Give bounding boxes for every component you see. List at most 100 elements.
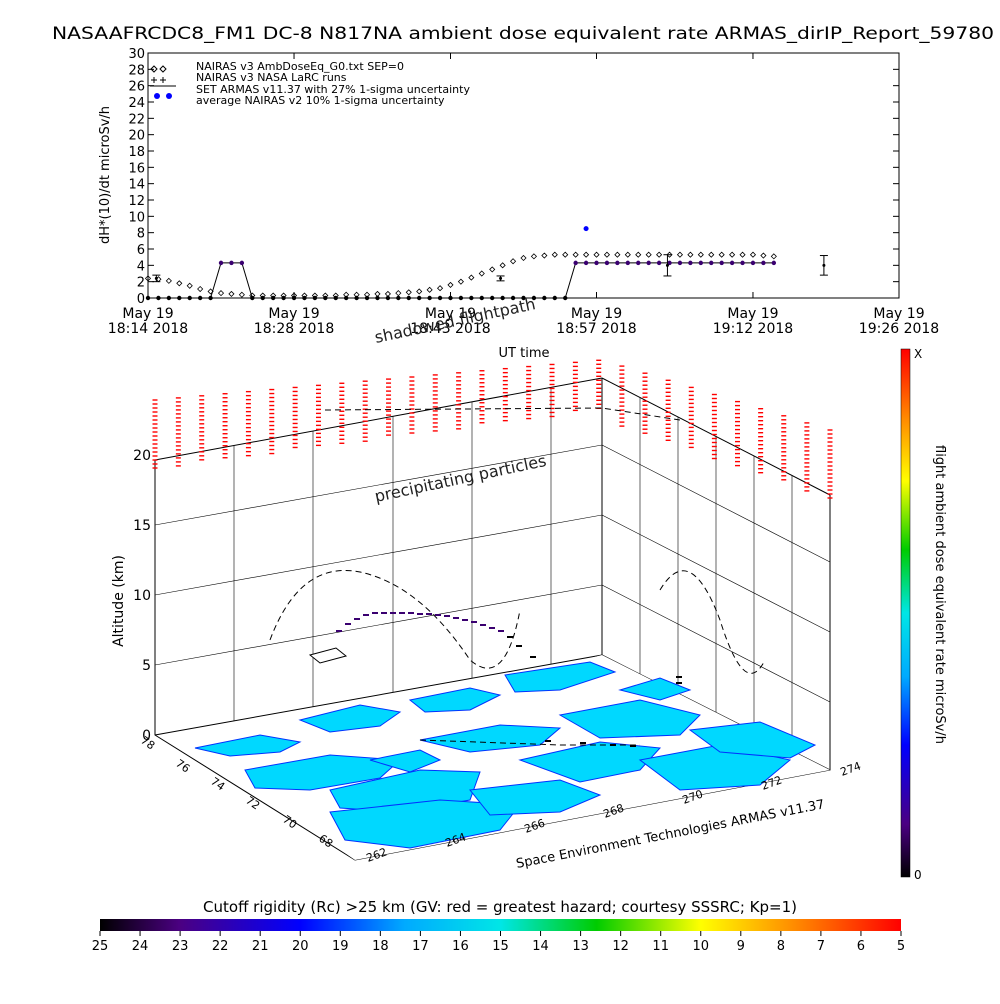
y-tick-label: 0: [137, 292, 145, 307]
armas-point: [563, 295, 568, 301]
errorbar-center: [665, 263, 669, 267]
3d-left-wall-grid: [154, 387, 603, 721]
armas-point: [364, 295, 370, 301]
cutoff-tick-label: 7: [817, 939, 825, 954]
x-tick-label-date: May 19: [571, 306, 622, 322]
nairas-v3-point: [760, 252, 767, 259]
armas-point: [281, 295, 286, 301]
y-tick-label: 6: [137, 243, 145, 258]
cutoff-tick-label: 16: [452, 939, 469, 954]
armas-point: [604, 260, 610, 266]
3d-right-wall-grid: [601, 397, 831, 751]
aircraft-marker: [308, 647, 348, 664]
longitude-tick-label: 274: [839, 759, 863, 778]
armas-point: [166, 295, 172, 301]
y-tick-label: 26: [128, 80, 145, 95]
nairas-v3-point: [457, 278, 464, 285]
nairas-v3-point: [238, 291, 245, 298]
armas-point: [709, 260, 714, 266]
nairas-v3-point: [478, 270, 485, 277]
altitude-axis: 0 5 10 15 20: [133, 448, 151, 744]
dose-rate-series: [144, 226, 828, 301]
nairas-v3-point: [197, 285, 204, 293]
altitude-tick-label: 5: [142, 658, 151, 674]
nairas-v3-point: [603, 251, 611, 258]
armas-point: [312, 295, 318, 301]
armas-point: [156, 295, 161, 301]
armas-point: [542, 295, 547, 301]
armas-point: [302, 295, 307, 301]
armas-point: [406, 295, 411, 301]
3d-map-floor: [190, 655, 830, 860]
cutoff-tick-label: 15: [492, 939, 509, 954]
cutoff-tick-label: 9: [737, 939, 745, 954]
armas-point: [229, 260, 234, 266]
nairas-v3-point: [468, 274, 475, 281]
armas-point: [729, 260, 735, 266]
y-tick-label: 20: [128, 129, 145, 144]
nairas-v3-point: [572, 251, 579, 258]
armas-point: [500, 295, 505, 301]
precipitating-particles-field: [152, 359, 833, 499]
x-tick-label-time: 18:28 2018: [254, 321, 334, 337]
dose-colorbar: [900, 348, 911, 878]
y-tick-label: 2: [137, 276, 145, 291]
dose-rate-y-axis-label: dH*(10)/dt microSv/h: [98, 106, 113, 244]
dose-rate-panel: dH*(10)/dt microSv/h 0246810121416182022…: [98, 47, 939, 361]
nairas-v3-point: [749, 251, 757, 258]
y-tick-label: 8: [137, 227, 145, 242]
dose-colorbar-top-label: X: [914, 347, 922, 361]
nairas-v3-point: [541, 252, 548, 259]
nairas-v3-point: [635, 251, 642, 258]
nairas-v3-point: [499, 262, 506, 269]
armas-point: [187, 295, 192, 301]
armas-point: [333, 295, 338, 301]
armas-point: [177, 295, 182, 301]
nairas-v3-point: [687, 251, 694, 258]
x-tick-label-date: May 19: [122, 306, 173, 322]
nairas-v3-point: [729, 251, 736, 258]
nairas-v3-point: [666, 251, 673, 258]
nairas-v3-point: [489, 266, 496, 273]
cutoff-tick-label: 24: [132, 939, 149, 954]
nairas-v3-point: [551, 251, 558, 258]
armas-point: [552, 295, 557, 301]
armas-point: [291, 295, 297, 301]
armas-point: [479, 295, 484, 301]
legend-entry-1: NAIRAS v3 AmbDoseEq_G0.txt SEP=0: [196, 60, 404, 73]
nairas-v3-point: [186, 282, 193, 289]
nairas-v3-point: [530, 253, 537, 260]
armas-point: [490, 295, 495, 301]
nairas-v3-point: [416, 288, 423, 295]
y-tick-label: 14: [128, 178, 145, 193]
armas-point: [270, 295, 276, 301]
cutoff-tick-label: 22: [212, 939, 229, 954]
cutoff-tick-label: 12: [612, 939, 629, 954]
armas-point: [448, 295, 453, 301]
nairas-v3-point: [708, 251, 715, 258]
nairas-v3-point: [165, 277, 172, 284]
armas-point: [218, 260, 224, 266]
x-tick-label-time: 19:12 2018: [713, 321, 793, 337]
nairas-v3-point: [614, 251, 621, 258]
armas-point: [437, 295, 443, 301]
x-tick-label-time: 18:43 2018: [410, 321, 490, 337]
altitude-tick-label: 10: [133, 588, 151, 604]
armas-peak-point: [583, 226, 589, 232]
cutoff-rigidity-colorbar: [100, 919, 901, 931]
legend-entry-4: average NAIRAS v2 10% 1-sigma uncertaint…: [196, 94, 445, 107]
nairas-v3-point: [176, 280, 183, 287]
y-tick-label: 16: [128, 161, 145, 176]
nairas-v3-point: [395, 290, 402, 297]
nairas-v3-point: [624, 251, 631, 258]
cutoff-tick-label: 6: [857, 939, 865, 954]
legend-plus-symbol: [151, 77, 166, 83]
armas-point: [750, 260, 756, 266]
armas-point: [458, 295, 464, 301]
cutoff-tick-label: 19: [332, 939, 349, 954]
nairas-v3-point: [447, 281, 454, 288]
armas-point: [427, 295, 432, 301]
